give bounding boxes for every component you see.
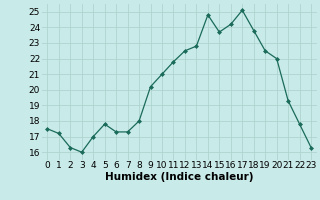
X-axis label: Humidex (Indice chaleur): Humidex (Indice chaleur): [105, 172, 253, 182]
